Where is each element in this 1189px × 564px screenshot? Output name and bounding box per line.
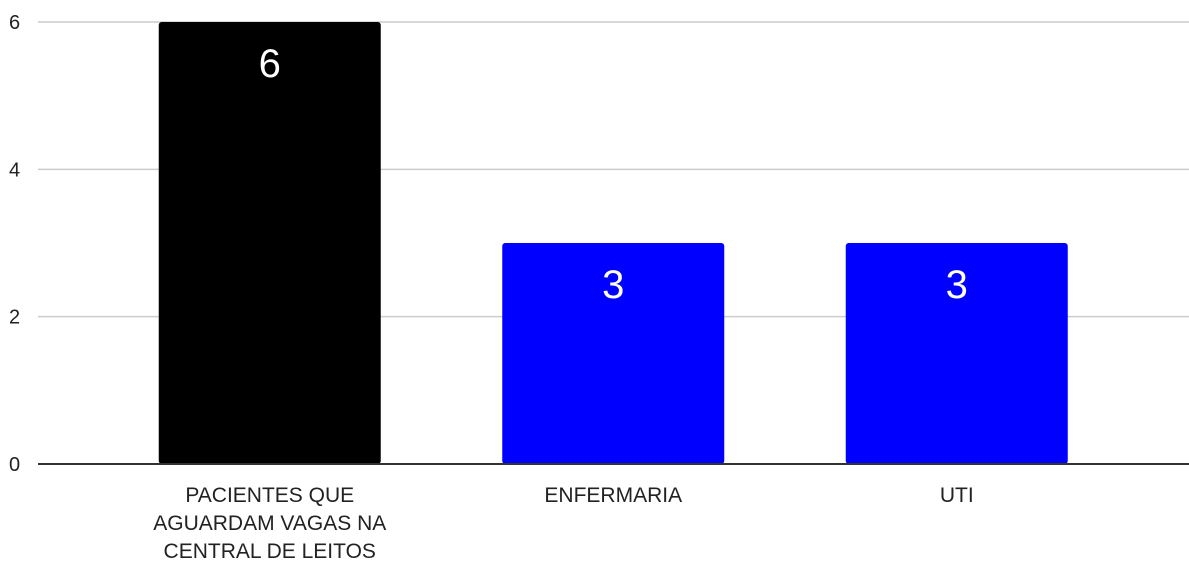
x-category-label: PACIENTES QUE AGUARDAM VAGAS NA CENTRAL DE… <box>153 484 386 563</box>
data-label: 3 <box>946 263 968 307</box>
x-category-label-line: AGUARDAM VAGAS NA <box>153 512 386 535</box>
y-tick-label: 4 <box>9 159 20 181</box>
bar <box>502 243 725 464</box>
x-category-label: ENFERMARIA <box>544 484 682 507</box>
y-tick-label: 2 <box>9 307 20 329</box>
bar <box>845 243 1068 464</box>
x-axis-categories: PACIENTES QUE AGUARDAM VAGAS NA CENTRAL DE… <box>153 484 973 563</box>
data-label: 6 <box>259 42 281 86</box>
y-tick-label: 0 <box>9 454 20 476</box>
bar <box>158 22 381 464</box>
data-label: 3 <box>602 263 624 307</box>
y-axis-ticks: 0 2 4 6 <box>9 12 20 476</box>
x-category-label-line: UTI <box>940 484 974 507</box>
data-labels: 6 3 3 <box>259 42 968 307</box>
x-category-label-line: CENTRAL DE LEITOS <box>164 540 376 563</box>
x-category-label: UTI <box>940 484 974 507</box>
x-category-label-line: ENFERMARIA <box>544 484 682 507</box>
bars <box>158 22 1068 464</box>
y-tick-label: 6 <box>9 12 20 34</box>
x-category-label-line: PACIENTES QUE <box>185 484 354 507</box>
